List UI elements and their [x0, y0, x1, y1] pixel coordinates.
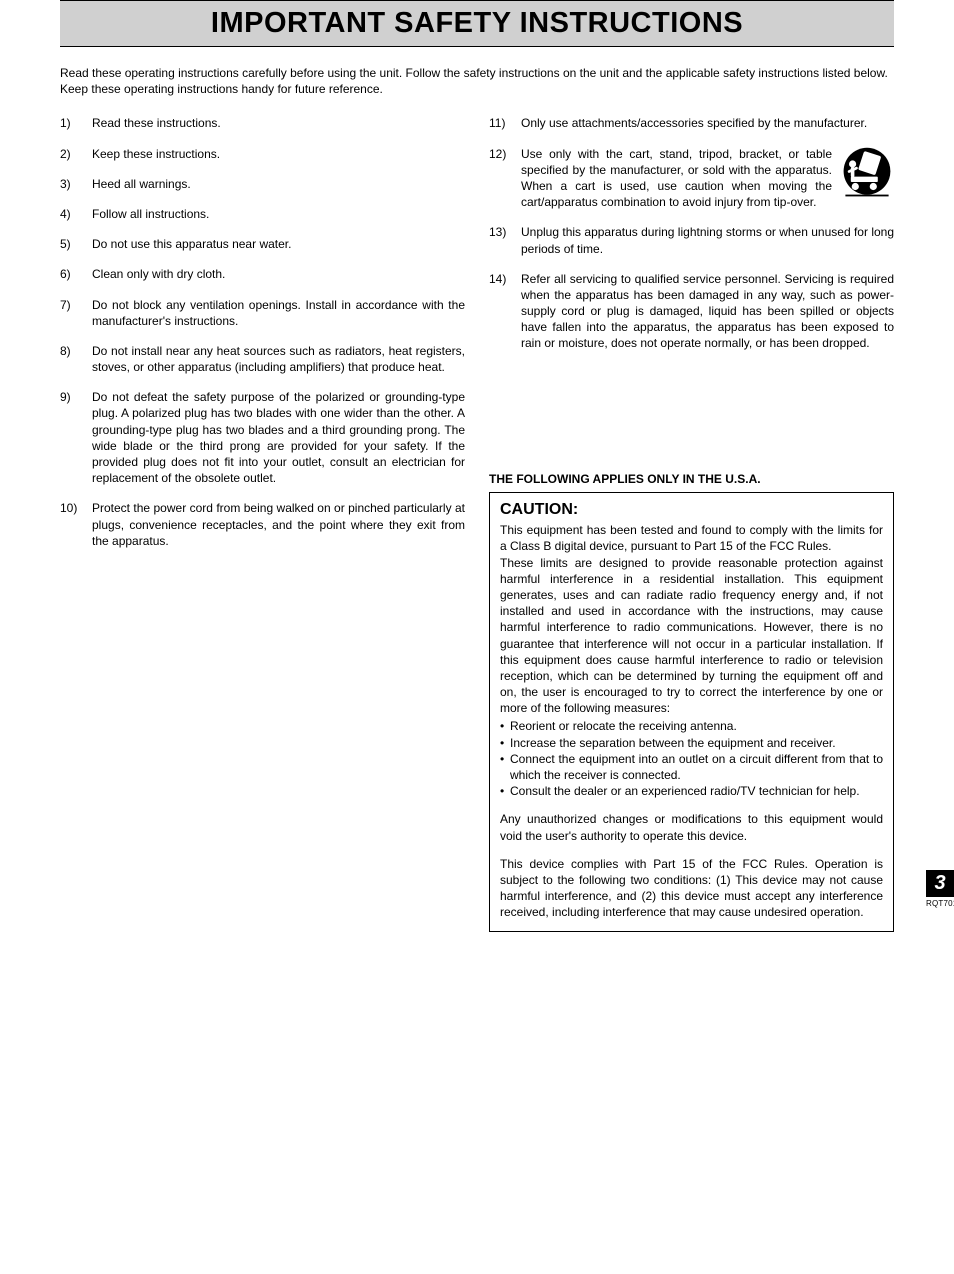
instruction-item: 9)Do not defeat the safety purpose of th…	[60, 389, 465, 486]
instruction-text: Refer all servicing to qualified service…	[521, 271, 894, 352]
doc-code: RQT7018	[926, 899, 954, 908]
instruction-text: Only use attachments/accessories specifi…	[521, 115, 894, 131]
instruction-item: 11)Only use attachments/accessories spec…	[489, 115, 894, 131]
usa-heading: THE FOLLOWING APPLIES ONLY IN THE U.S.A.	[489, 472, 894, 486]
instruction-text: Do not use this apparatus near water.	[92, 236, 465, 252]
instruction-number: 2)	[60, 146, 92, 162]
instruction-item: 14)Refer all servicing to qualified serv…	[489, 271, 894, 352]
instruction-item: 2)Keep these instructions.	[60, 146, 465, 162]
caution-p4: This device complies with Part 15 of the…	[500, 856, 883, 921]
cart-tipover-icon	[840, 146, 894, 200]
page-title: IMPORTANT SAFETY INSTRUCTIONS	[60, 7, 894, 40]
instruction-item: 1)Read these instructions.	[60, 115, 465, 131]
instruction-text: Use only with the cart, stand, tripod, b…	[521, 146, 894, 211]
instruction-number: 11)	[489, 115, 521, 131]
caution-bullet: •Consult the dealer or an experienced ra…	[500, 783, 883, 799]
instruction-number: 5)	[60, 236, 92, 252]
instruction-item: 10)Protect the power cord from being wal…	[60, 500, 465, 549]
instruction-number: 12)	[489, 146, 521, 211]
instruction-item: 5)Do not use this apparatus near water.	[60, 236, 465, 252]
instruction-number: 8)	[60, 343, 92, 375]
instruction-item: 13)Unplug this apparatus during lightnin…	[489, 224, 894, 256]
left-column: 1)Read these instructions.2)Keep these i…	[60, 115, 465, 931]
instruction-number: 14)	[489, 271, 521, 352]
instruction-item: 3)Heed all warnings.	[60, 176, 465, 192]
caution-p3: Any unauthorized changes or modification…	[500, 811, 883, 843]
instruction-item: 6)Clean only with dry cloth.	[60, 266, 465, 282]
instruction-number: 10)	[60, 500, 92, 549]
instruction-number: 13)	[489, 224, 521, 256]
caution-bullet: •Increase the separation between the equ…	[500, 735, 883, 751]
page-number: 3	[926, 870, 954, 897]
caution-bullet: •Reorient or relocate the receiving ante…	[500, 718, 883, 734]
instruction-item: 7)Do not block any ventilation openings.…	[60, 297, 465, 329]
instruction-text: Protect the power cord from being walked…	[92, 500, 465, 549]
caution-box: CAUTION: This equipment has been tested …	[489, 492, 894, 932]
instruction-number: 9)	[60, 389, 92, 486]
page-corner: 3 RQT7018	[926, 870, 954, 908]
page-header: IMPORTANT SAFETY INSTRUCTIONS	[60, 0, 894, 47]
page-content: Read these operating instructions carefu…	[0, 65, 954, 932]
instruction-number: 7)	[60, 297, 92, 329]
instruction-text: Keep these instructions.	[92, 146, 465, 162]
caution-bullet: •Connect the equipment into an outlet on…	[500, 751, 883, 783]
instruction-number: 1)	[60, 115, 92, 131]
instruction-text: Unplug this apparatus during lightning s…	[521, 224, 894, 256]
instruction-item: 4)Follow all instructions.	[60, 206, 465, 222]
instruction-text: Heed all warnings.	[92, 176, 465, 192]
instruction-list-left: 1)Read these instructions.2)Keep these i…	[60, 115, 465, 549]
instruction-columns: 1)Read these instructions.2)Keep these i…	[60, 115, 894, 931]
caution-p1: This equipment has been tested and found…	[500, 522, 883, 554]
instruction-list-right: 11)Only use attachments/accessories spec…	[489, 115, 894, 351]
instruction-text: Clean only with dry cloth.	[92, 266, 465, 282]
instruction-number: 3)	[60, 176, 92, 192]
instruction-text: Do not defeat the safety purpose of the …	[92, 389, 465, 486]
instruction-item: 12)Use only with the cart, stand, tripod…	[489, 146, 894, 211]
right-column: 11)Only use attachments/accessories spec…	[489, 115, 894, 931]
intro-paragraph: Read these operating instructions carefu…	[60, 65, 894, 97]
caution-title: CAUTION:	[500, 499, 883, 521]
instruction-number: 4)	[60, 206, 92, 222]
instruction-text: Do not block any ventilation openings. I…	[92, 297, 465, 329]
instruction-text: Follow all instructions.	[92, 206, 465, 222]
instruction-text: Do not install near any heat sources suc…	[92, 343, 465, 375]
caution-p2: These limits are designed to provide rea…	[500, 555, 883, 717]
instruction-item: 8)Do not install near any heat sources s…	[60, 343, 465, 375]
caution-bullets: •Reorient or relocate the receiving ante…	[500, 718, 883, 799]
instruction-number: 6)	[60, 266, 92, 282]
instruction-text: Read these instructions.	[92, 115, 465, 131]
